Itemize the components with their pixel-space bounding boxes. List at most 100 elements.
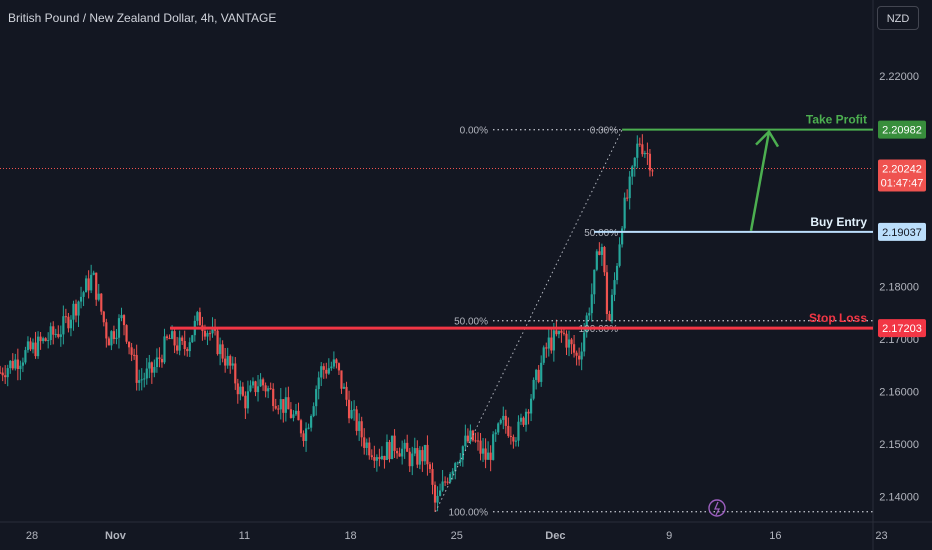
candle-body [537,369,540,382]
candle-body [395,450,399,454]
fib-label-outer_mid: 50.00% [454,317,488,328]
candle-body [259,379,262,387]
candle-body [320,366,323,378]
candle-body [411,453,414,467]
lightning-bolt-icon [714,501,721,516]
target-arrow-shaft [749,131,771,232]
candle-body [390,435,394,460]
candle-body [249,385,252,392]
candle-body [403,442,406,449]
candle-body [633,157,636,167]
candle-body [21,362,24,366]
x-tick-label: 18 [344,530,356,542]
price-tag-take-profit [878,120,926,139]
candle-body [459,459,462,463]
price-tag-value-buy-entry: 2.19037 [882,227,922,239]
candle-body [92,272,95,275]
candle-body [494,432,497,435]
fib-trendline [435,129,623,512]
candle-body [112,331,116,340]
y-tick-label: 2.22000 [879,71,919,83]
candle-body [59,334,62,337]
candle-body [469,430,472,442]
candle-body [282,399,285,413]
candle-body [340,370,343,389]
candle-body [168,338,171,340]
candle-body [550,337,553,351]
candle-body [631,166,634,177]
candle-body [542,347,545,363]
candle-body [330,366,333,369]
price-tag-buy-entry [878,222,926,241]
last-price-tag [878,159,926,192]
candle-body [337,363,341,371]
candle-body [464,435,467,447]
lightning-icon [708,499,726,517]
candle-body [69,319,73,329]
candle-body [461,446,464,460]
candle-body [138,380,141,383]
candle-body [451,471,454,475]
candle-body [74,303,78,316]
candle-body [426,444,429,465]
candle-body [261,379,265,386]
x-tick-label: 25 [451,530,463,542]
candle-body [373,457,376,461]
candle-body [178,337,181,351]
candle-body [292,414,295,418]
candle-body [416,448,419,465]
candle-body [1,372,4,376]
chart-title: British Pound / New Zealand Dollar, 4h, … [8,11,277,25]
candle-body [383,455,386,460]
candle-body [487,452,490,460]
candle-body [31,342,35,350]
candle-body [317,377,320,390]
candle-body [274,406,277,409]
candle-body [360,421,363,438]
candle-body [304,428,308,442]
candle-body [183,340,186,350]
candle-body [345,386,348,400]
candle-body [42,338,45,342]
candle-body [211,328,214,334]
candle-body [565,333,568,348]
candle-body [406,442,409,452]
x-tick-label: 16 [769,530,781,542]
candle-body [176,345,179,351]
candle-body [476,440,480,442]
candle-body [44,338,47,341]
candle-body [519,417,523,422]
candle-body [342,386,346,389]
candle-body [428,464,432,470]
candle-body [598,251,601,255]
candle-body [499,419,502,424]
x-tick-label: 9 [666,530,672,542]
candle-body [585,315,588,333]
fib-label-inner_top: 0.00% [590,126,618,137]
candle-body [39,336,42,342]
candle-body [375,457,378,461]
candle-body [153,367,156,373]
candle-body [117,318,121,338]
candle-body [85,278,88,293]
candle-body [57,333,60,337]
candle-body [297,410,300,421]
candle-body [125,325,128,342]
candle-body [52,326,55,335]
candle-body [552,330,555,351]
candle-body [315,389,318,407]
candle-body [16,359,19,370]
candle-body [600,247,603,255]
candle-body [267,388,270,392]
candle-body [570,339,573,345]
candle-body [140,379,143,381]
candle-body [540,362,543,382]
x-tick-label: Dec [545,530,565,542]
candle-body [350,410,353,419]
candle-body [100,293,103,312]
candle-body [19,365,22,370]
currency-selector[interactable]: NZD [877,6,919,30]
candle-body [628,176,631,199]
candle-body [11,360,14,369]
